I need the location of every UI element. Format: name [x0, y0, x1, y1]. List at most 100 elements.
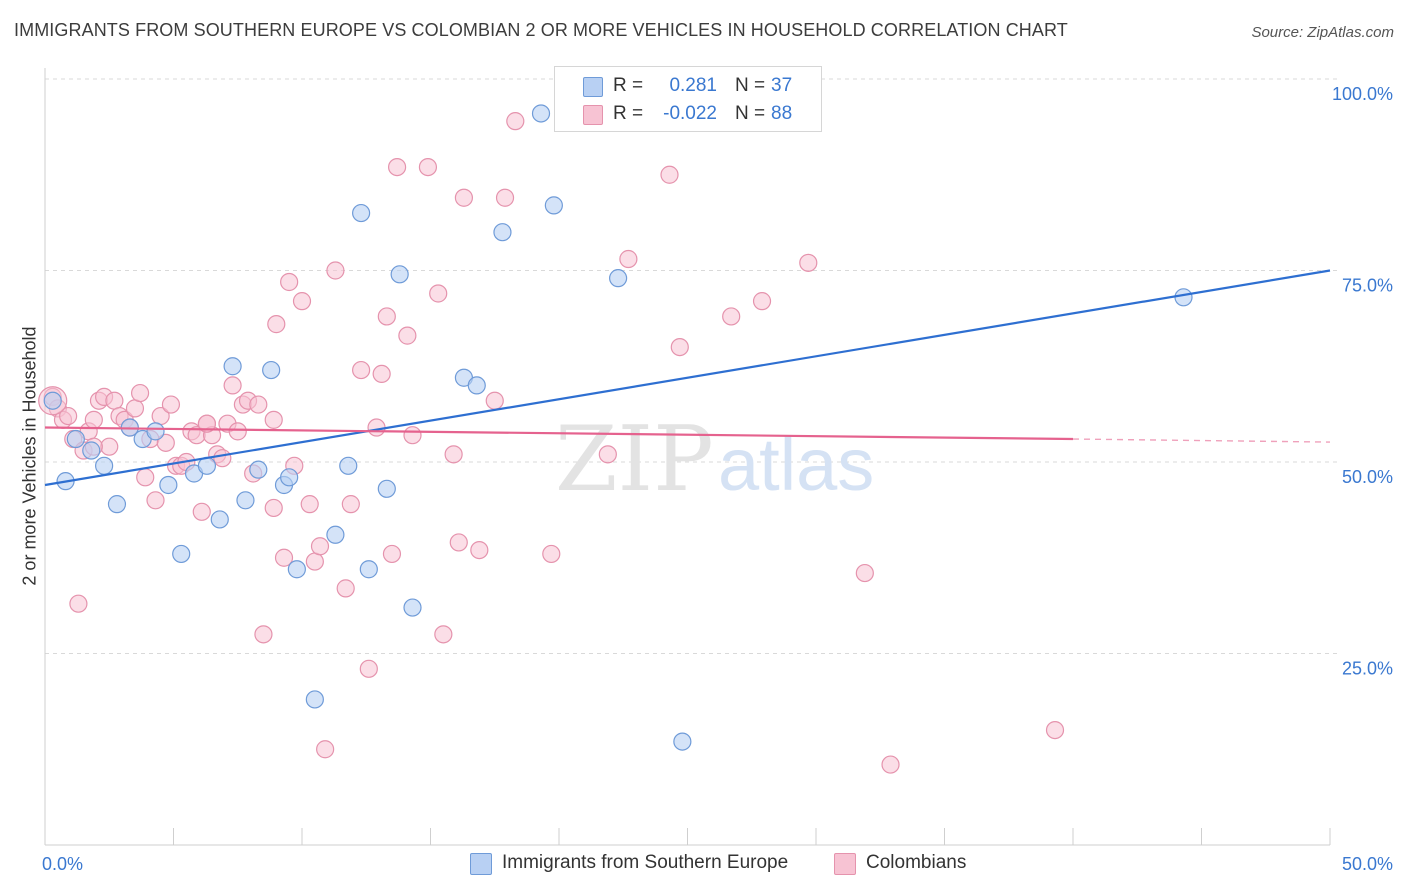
pink-point — [146, 491, 165, 510]
pink-point — [292, 292, 312, 311]
pink-point — [59, 406, 78, 426]
pink-point — [274, 548, 294, 567]
blue-n-value: 37 — [771, 75, 793, 96]
pink-point — [130, 383, 150, 403]
pink-point — [367, 418, 386, 437]
blue-point — [352, 203, 371, 223]
pink-point — [69, 594, 88, 613]
pink-point — [264, 410, 283, 429]
pink-point — [429, 284, 448, 303]
blue-point — [280, 468, 299, 487]
blue-point — [43, 391, 62, 410]
y-tick-label: 25.0% — [1342, 659, 1393, 679]
pink-point — [192, 502, 211, 521]
blue-point — [403, 598, 422, 617]
blue-point — [249, 460, 268, 479]
pink-trendline — [44, 426, 1074, 441]
pink-point — [1045, 720, 1065, 740]
pink-point — [100, 437, 119, 456]
pink-point — [542, 544, 561, 564]
blue-point — [339, 456, 358, 475]
blue-point — [236, 491, 255, 510]
blue-point — [223, 357, 242, 376]
pink-point — [670, 338, 689, 357]
pink-point — [336, 579, 355, 598]
blue-point — [262, 360, 281, 380]
blue-point — [609, 269, 628, 288]
legend-blue-swatch — [470, 853, 492, 875]
pink-point — [660, 165, 679, 184]
blue-swatch — [583, 77, 603, 97]
y-tick-label: 75.0% — [1342, 276, 1393, 296]
pink-point — [799, 253, 818, 272]
blue-point — [359, 560, 378, 579]
blue-point — [82, 441, 101, 460]
blue-point — [467, 376, 486, 395]
pink-point — [855, 563, 874, 583]
blue-r-label: R = — [613, 75, 644, 96]
blue-point — [107, 495, 127, 514]
pink-series-points — [38, 112, 1065, 774]
pink-point — [341, 495, 360, 514]
pink-trendline-extension — [1072, 438, 1331, 443]
pink-point — [398, 326, 417, 345]
blue-trendline — [44, 269, 1331, 487]
blue-point — [159, 475, 178, 495]
pink-point — [506, 112, 525, 131]
pink-point — [619, 249, 638, 269]
blue-point — [210, 510, 229, 529]
pink-point — [382, 544, 402, 564]
pink-point — [310, 537, 330, 556]
blue-point — [544, 196, 563, 215]
pink-r-label: R = — [613, 103, 644, 124]
pink-point — [434, 625, 453, 644]
pink-point — [136, 468, 155, 487]
blue-point — [287, 560, 306, 579]
pink-point — [377, 307, 396, 326]
stats-row-pink: R = -0.022 N = 88 — [555, 101, 821, 129]
pink-point — [418, 157, 438, 177]
pink-point — [267, 315, 286, 334]
y-tick-label: 50.0% — [1342, 467, 1393, 487]
blue-point — [326, 525, 345, 544]
legend-pink-swatch — [834, 853, 856, 875]
pink-point — [359, 659, 378, 678]
blue-point — [531, 104, 551, 123]
pink-point — [722, 307, 741, 326]
pink-point — [156, 433, 175, 452]
legend-blue-label: Immigrants from Southern Europe — [502, 852, 789, 873]
pink-point — [213, 449, 232, 468]
blue-point — [95, 456, 114, 475]
pink-point — [449, 533, 468, 552]
pink-point — [598, 445, 617, 464]
tick-labels: 25.0% 50.0% 75.0% 100.0% 0.0% 50.0% — [42, 84, 1393, 874]
pink-point — [105, 391, 124, 410]
legend-pink-label: Colombians — [866, 852, 967, 873]
pink-point — [352, 360, 371, 380]
pink-point — [372, 364, 391, 384]
stats-legend-box: R = 0.281 N = 37 R = -0.022 N = 88 — [554, 66, 822, 132]
pink-n-label: N = — [735, 103, 766, 124]
blue-point — [673, 732, 692, 751]
blue-point — [1174, 288, 1193, 307]
pink-point — [316, 740, 335, 759]
trendlines — [44, 269, 1331, 487]
pink-point — [326, 261, 345, 280]
pink-point — [305, 552, 324, 571]
blue-n-label: N = — [735, 75, 766, 96]
x-tick-label-max: 50.0% — [1342, 854, 1393, 874]
pink-point — [125, 399, 145, 418]
pink-point — [161, 395, 181, 414]
pink-point — [387, 157, 407, 177]
pink-point — [249, 395, 268, 414]
pink-r-value: -0.022 — [663, 103, 717, 124]
pink-point — [300, 495, 319, 514]
blue-point — [146, 422, 165, 441]
pink-point — [280, 272, 299, 292]
blue-point — [377, 479, 396, 498]
blue-point — [390, 265, 409, 284]
blue-series-points — [43, 104, 1193, 751]
blue-point — [172, 544, 191, 564]
pink-point — [495, 188, 515, 207]
pink-point — [84, 410, 103, 429]
